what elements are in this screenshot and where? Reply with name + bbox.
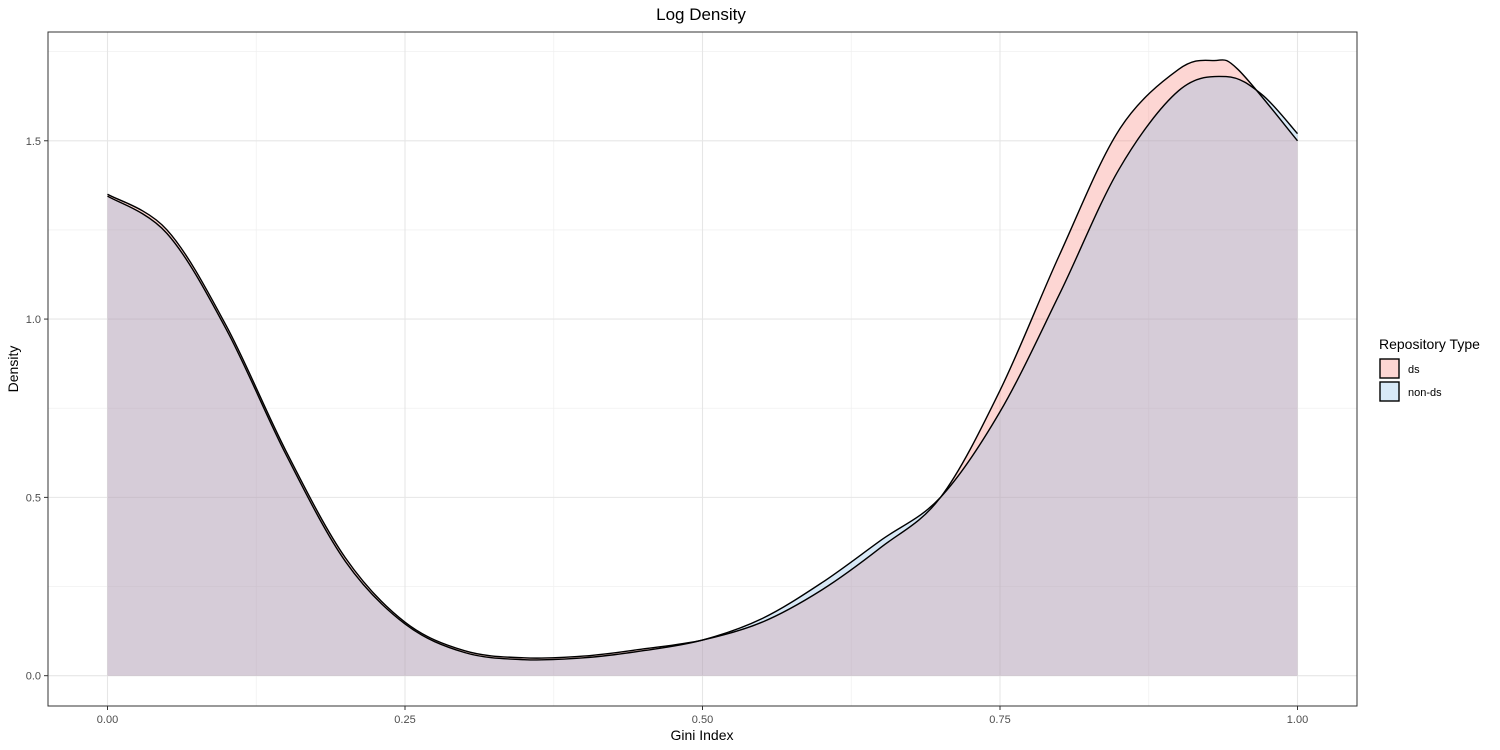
major-gridlines — [48, 32, 1357, 706]
x-tick-label: 0.25 — [394, 714, 415, 726]
y-axis: 0.0 0.5 1.0 1.5 — [26, 136, 48, 683]
density-line-non-ds — [107, 75, 1299, 661]
y-axis-title: Density — [5, 346, 21, 393]
density-area-ds — [107, 59, 1298, 676]
y-tick-label: 1.0 — [26, 314, 41, 326]
density-area-non-ds — [107, 76, 1298, 676]
density-line-ds — [107, 59, 1299, 659]
y-tick-label: 0.0 — [26, 671, 41, 683]
plot-panel — [47, 31, 1358, 707]
legend-item-non-ds: non-ds — [1379, 381, 1442, 402]
density-areas — [107, 59, 1299, 676]
y-tick-label: 1.5 — [26, 136, 41, 148]
chart-title: Log Density — [656, 5, 746, 24]
x-axis: 0.00 0.25 0.50 0.75 1.00 — [97, 706, 1308, 726]
legend-label-ds: ds — [1408, 364, 1420, 376]
legend-key-ds — [1379, 358, 1400, 379]
x-tick-label: 0.00 — [97, 714, 118, 726]
x-axis-title: Gini Index — [670, 727, 733, 743]
y-tick-label: 0.5 — [26, 492, 41, 504]
legend-label-non-ds: non-ds — [1408, 387, 1442, 399]
legend: Repository Type ds non-ds — [1379, 336, 1480, 402]
legend-item-ds: ds — [1379, 358, 1420, 379]
x-tick-label: 0.50 — [692, 714, 713, 726]
legend-key-non-ds — [1379, 381, 1400, 402]
legend-title: Repository Type — [1379, 336, 1480, 352]
x-tick-label: 0.75 — [989, 714, 1010, 726]
x-tick-label: 1.00 — [1287, 714, 1308, 726]
